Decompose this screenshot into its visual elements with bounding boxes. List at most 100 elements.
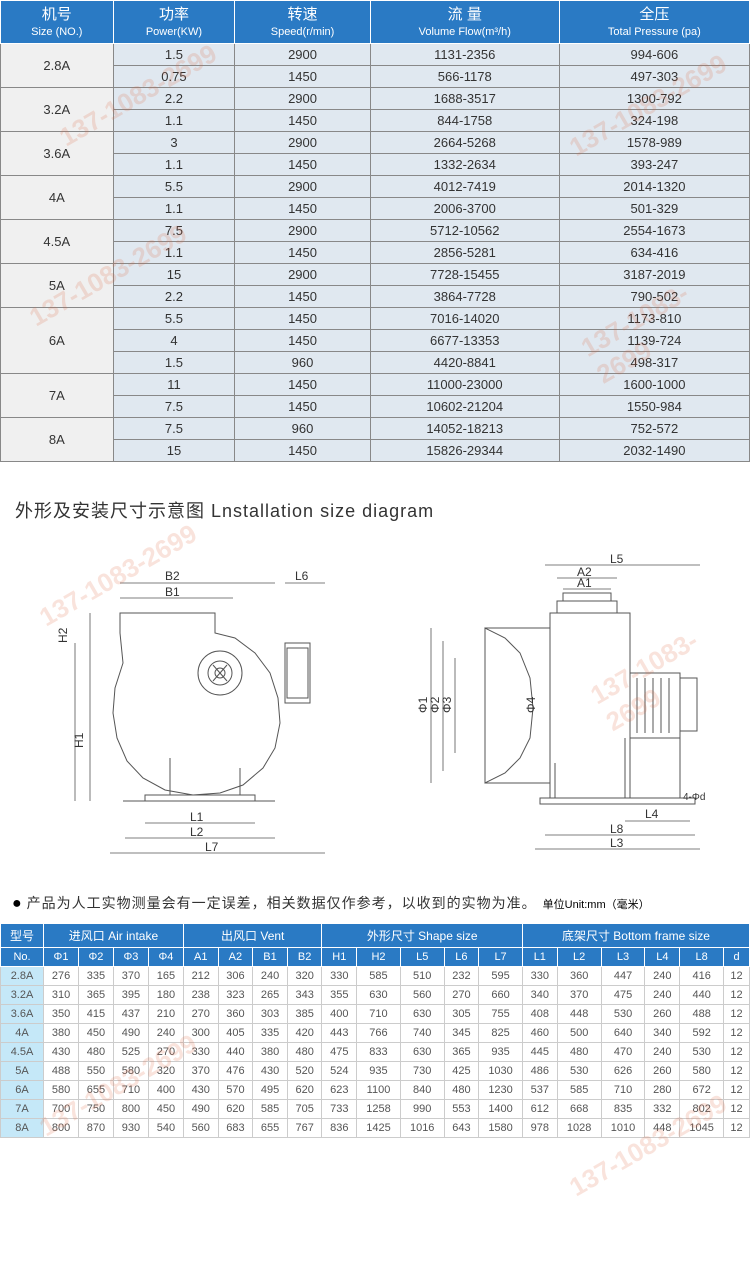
dim-cell: 630: [400, 1004, 444, 1023]
dim-cell: 1230: [479, 1080, 523, 1099]
specs-cell: 11000-23000: [370, 373, 559, 395]
specs-cell: 1450: [235, 241, 370, 263]
dim-cell: 305: [444, 1004, 479, 1023]
dim-col-header: Φ3: [113, 947, 148, 966]
dim-cell: 1580: [479, 1118, 523, 1137]
dim-cell: 560: [400, 985, 444, 1004]
svg-text:A1: A1: [577, 576, 592, 590]
specs-cell: 1450: [235, 197, 370, 219]
dim-cell: 425: [444, 1061, 479, 1080]
dim-cell: 592: [680, 1023, 724, 1042]
dim-col-header: L7: [479, 947, 523, 966]
dim-cell: 210: [148, 1004, 183, 1023]
specs-cell: 960: [235, 417, 370, 439]
dim-cell: 766: [357, 1023, 401, 1042]
dim-cell: 240: [148, 1023, 183, 1042]
specs-cell: 566-1178: [370, 65, 559, 87]
dim-col-header: No.: [1, 947, 44, 966]
specs-cell: 7.5: [113, 417, 235, 439]
specs-cell: 844-1758: [370, 109, 559, 131]
svg-text:H1: H1: [72, 732, 86, 748]
dim-cell: 930: [113, 1118, 148, 1137]
specs-row: 1.114502856-5281634-416: [1, 241, 750, 263]
dim-cell: 530: [680, 1042, 724, 1061]
specs-cell: 790-502: [559, 285, 749, 307]
dim-cell: 802: [680, 1099, 724, 1118]
note-unit: 单位Unit:mm（毫米）: [543, 896, 650, 912]
dim-cell: 710: [113, 1080, 148, 1099]
specs-cell: 7728-15455: [370, 263, 559, 285]
dim-col-header: L3: [601, 947, 645, 966]
svg-text:L6: L6: [295, 569, 309, 583]
svg-text:L1: L1: [190, 810, 204, 824]
dim-cell: 276: [44, 966, 79, 985]
svg-text:L3: L3: [610, 836, 624, 850]
dim-cell: 475: [601, 985, 645, 1004]
dim-cell: 430: [253, 1061, 288, 1080]
specs-cell: 2900: [235, 131, 370, 153]
specs-header-cell: 全压Total Pressure (pa): [559, 1, 749, 44]
dim-cell: 486: [522, 1061, 557, 1080]
dim-col-header: L8: [680, 947, 724, 966]
dim-row: 3.2A310365395180238323265343355630560270…: [1, 985, 750, 1004]
size-cell: 8A: [1, 417, 114, 461]
dim-cell: 705: [287, 1099, 322, 1118]
specs-row: 3.2A2.229001688-35171300-792: [1, 87, 750, 109]
dim-cell: 360: [557, 966, 601, 985]
dim-cell: 510: [400, 966, 444, 985]
specs-cell: 994-606: [559, 43, 749, 65]
svg-text:B2: B2: [165, 569, 180, 583]
specs-row: 414506677-133531139-724: [1, 329, 750, 351]
dim-cell: 655: [78, 1080, 113, 1099]
dim-cell: 320: [148, 1061, 183, 1080]
dim-cell: 585: [557, 1080, 601, 1099]
dim-col-header: H1: [322, 947, 357, 966]
specs-cell: 2900: [235, 175, 370, 197]
dim-cell: 350: [44, 1004, 79, 1023]
specs-row: 7A11145011000-230001600-1000: [1, 373, 750, 395]
diagram-left: B2 B1 L6 H2 H1 L1 L2 L7: [25, 553, 355, 863]
specs-cell: 5712-10562: [370, 219, 559, 241]
dim-cell: 733: [322, 1099, 357, 1118]
dim-cell: 480: [78, 1042, 113, 1061]
specs-cell: 1.5: [113, 351, 235, 373]
dim-cell: 340: [645, 1023, 680, 1042]
specs-cell: 0.75: [113, 65, 235, 87]
specs-row: 5A1529007728-154553187-2019: [1, 263, 750, 285]
dim-cell: 836: [322, 1118, 357, 1137]
dim-row: 3.6A350415437210270360303385400710630305…: [1, 1004, 750, 1023]
dim-cell: 1100: [357, 1080, 401, 1099]
dim-row: 4A38045049024030040533542044376674034582…: [1, 1023, 750, 1042]
dim-cell: 730: [400, 1061, 444, 1080]
dim-cell: 488: [680, 1004, 724, 1023]
specs-cell: 2554-1673: [559, 219, 749, 241]
dim-cell: 755: [479, 1004, 523, 1023]
dim-cell: 620: [287, 1080, 322, 1099]
dim-row: 5A48855058032037047643052052493573042510…: [1, 1061, 750, 1080]
dim-no-cell: 4A: [1, 1023, 44, 1042]
dim-cell: 232: [444, 966, 479, 985]
specs-cell: 498-317: [559, 351, 749, 373]
specs-cell: 1450: [235, 329, 370, 351]
dim-col-header: L2: [557, 947, 601, 966]
dim-cell: 580: [680, 1061, 724, 1080]
dim-cell: 430: [183, 1080, 218, 1099]
dim-cell: 180: [148, 985, 183, 1004]
specs-header-cell: 流 量Volume Flow(m³/h): [370, 1, 559, 44]
dim-cell: 335: [253, 1023, 288, 1042]
dim-cell: 408: [522, 1004, 557, 1023]
dim-cell: 640: [601, 1023, 645, 1042]
size-cell: 3.2A: [1, 87, 114, 131]
dim-col-header: Φ4: [148, 947, 183, 966]
dim-cell: 240: [645, 985, 680, 1004]
specs-cell: 3864-7728: [370, 285, 559, 307]
dim-cell: 265: [253, 985, 288, 1004]
specs-row: 4A5.529004012-74192014-1320: [1, 175, 750, 197]
svg-text:Φ4: Φ4: [524, 696, 538, 713]
dim-cell: 12: [724, 1004, 750, 1023]
bullet-icon: ●: [12, 895, 22, 913]
specs-cell: 2900: [235, 219, 370, 241]
specs-row: 6A5.514507016-140201173-810: [1, 307, 750, 329]
specs-row: 1.114502006-3700501-329: [1, 197, 750, 219]
dim-cell: 420: [287, 1023, 322, 1042]
